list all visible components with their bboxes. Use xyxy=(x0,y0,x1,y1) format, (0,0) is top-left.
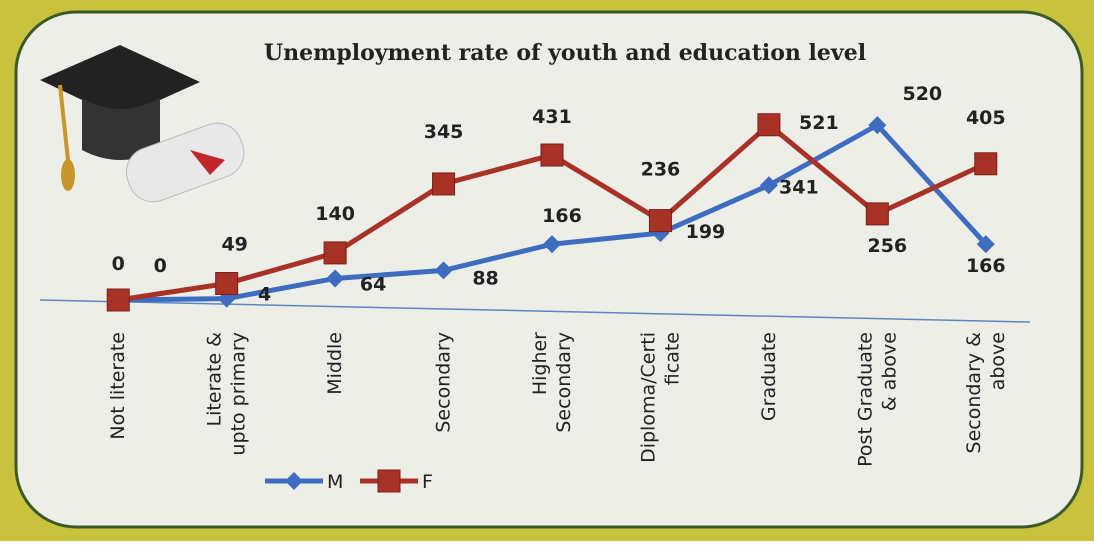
x-tick-label: Secondary xyxy=(433,332,455,433)
chart-title: Unemployment rate of youth and education… xyxy=(264,40,866,66)
x-tick-label: Diploma/Certi xyxy=(637,332,659,463)
marker xyxy=(868,116,887,135)
marker xyxy=(215,272,239,296)
data-label: 166 xyxy=(542,205,582,227)
panel xyxy=(14,10,1084,529)
x-tick-label: Secondary & xyxy=(963,332,985,454)
data-label: 236 xyxy=(641,159,681,181)
marker xyxy=(648,209,672,233)
x-axis xyxy=(39,299,1031,323)
marker xyxy=(974,152,998,176)
x-tick-label: Secondary xyxy=(553,332,575,433)
marker xyxy=(434,261,453,280)
x-tick-label: Not literate xyxy=(107,332,129,440)
legend-label: F xyxy=(422,471,433,493)
marker xyxy=(323,241,347,265)
data-label: 140 xyxy=(315,203,355,225)
data-label: 64 xyxy=(360,273,386,295)
marker xyxy=(540,143,564,167)
x-tick-label: Middle xyxy=(324,332,346,395)
data-label: 405 xyxy=(966,107,1006,129)
marker xyxy=(759,176,778,195)
x-tick-label: & above xyxy=(878,332,900,411)
data-label: 431 xyxy=(532,106,572,128)
x-tick-label: above xyxy=(987,332,1009,390)
marker xyxy=(285,472,303,490)
data-label: 0 xyxy=(112,253,125,275)
x-tick-label: Post Graduate xyxy=(854,332,876,467)
marker xyxy=(865,202,889,226)
x-tick-label: upto primary xyxy=(228,332,250,456)
marker xyxy=(757,113,781,137)
data-label: 256 xyxy=(867,235,907,257)
data-label: 166 xyxy=(966,255,1006,277)
data-label: 521 xyxy=(799,112,839,134)
data-label: 345 xyxy=(424,121,464,143)
data-label: 199 xyxy=(686,221,726,243)
x-tick-label: Higher xyxy=(529,332,551,395)
x-tick-label: ficate xyxy=(661,332,683,385)
marker xyxy=(326,269,345,288)
data-label: 4 xyxy=(258,284,271,306)
data-label: 341 xyxy=(779,176,819,198)
marker xyxy=(377,469,401,493)
graduation-cap-icon xyxy=(40,45,245,203)
data-label: 0 xyxy=(154,255,167,277)
legend-label: M xyxy=(327,471,343,493)
data-label: 520 xyxy=(902,83,942,105)
marker xyxy=(543,235,561,254)
marker xyxy=(976,235,995,254)
data-label: 88 xyxy=(472,267,498,289)
x-tick-label: Graduate xyxy=(758,332,780,421)
marker xyxy=(432,172,456,196)
marker xyxy=(106,288,130,312)
data-label: 49 xyxy=(221,234,247,256)
x-tick-label: Literate & xyxy=(204,332,226,427)
